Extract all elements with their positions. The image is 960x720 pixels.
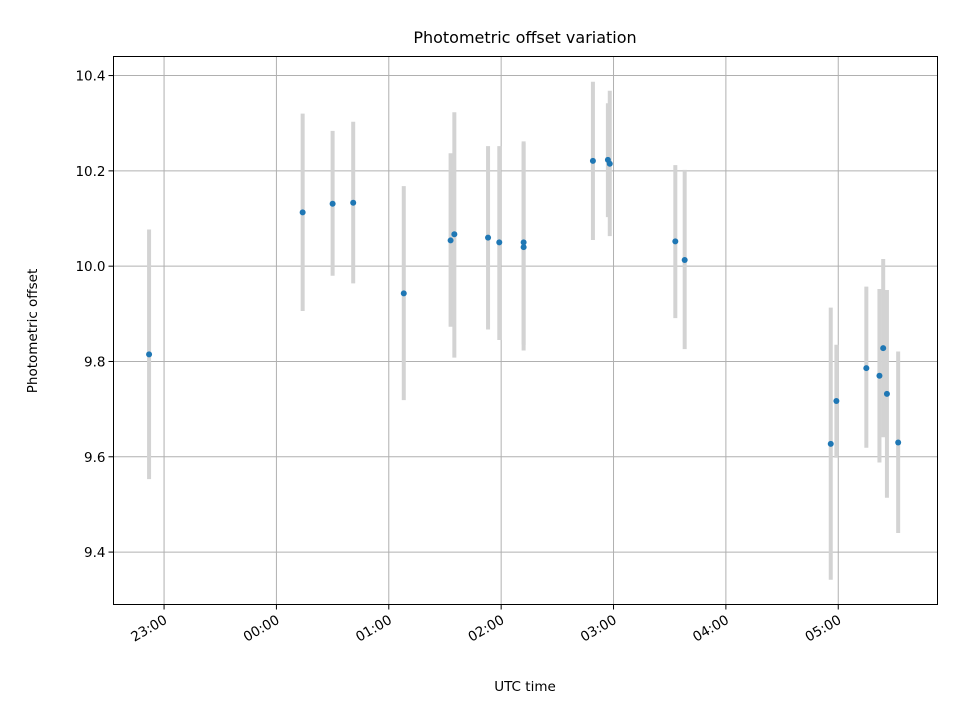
data-point (589, 157, 596, 164)
y-tick-label: 9.6 (84, 450, 105, 466)
plot-frame (113, 56, 938, 605)
data-point (485, 234, 492, 241)
data-point (895, 439, 902, 446)
chart-title: Photometric offset variation (413, 28, 636, 47)
data-point (350, 199, 357, 206)
y-tick-label: 10.0 (75, 259, 105, 275)
data-point (606, 160, 613, 167)
data-point (520, 239, 527, 246)
data-point (672, 238, 679, 245)
data-point (496, 239, 503, 246)
data-point (833, 398, 840, 405)
data-point (329, 200, 336, 207)
data-point (681, 256, 688, 263)
data-point (299, 209, 306, 216)
point-layer (146, 156, 902, 447)
data-point (883, 390, 890, 397)
data-point (880, 345, 887, 352)
data-point (400, 290, 407, 297)
y-tick-label: 10.4 (75, 69, 105, 85)
data-point (876, 372, 883, 379)
y-tick-label: 9.4 (84, 545, 105, 561)
x-axis-label: UTC time (494, 679, 556, 695)
data-point (146, 351, 153, 358)
data-point (447, 237, 454, 244)
y-tick-label: 10.2 (75, 164, 105, 180)
data-point (827, 440, 834, 447)
data-point (520, 244, 527, 251)
data-point (451, 231, 458, 238)
y-tick-label: 9.8 (84, 354, 105, 370)
data-point (863, 365, 870, 372)
y-axis-label: Photometric offset (25, 269, 41, 393)
grid-layer (113, 56, 938, 605)
